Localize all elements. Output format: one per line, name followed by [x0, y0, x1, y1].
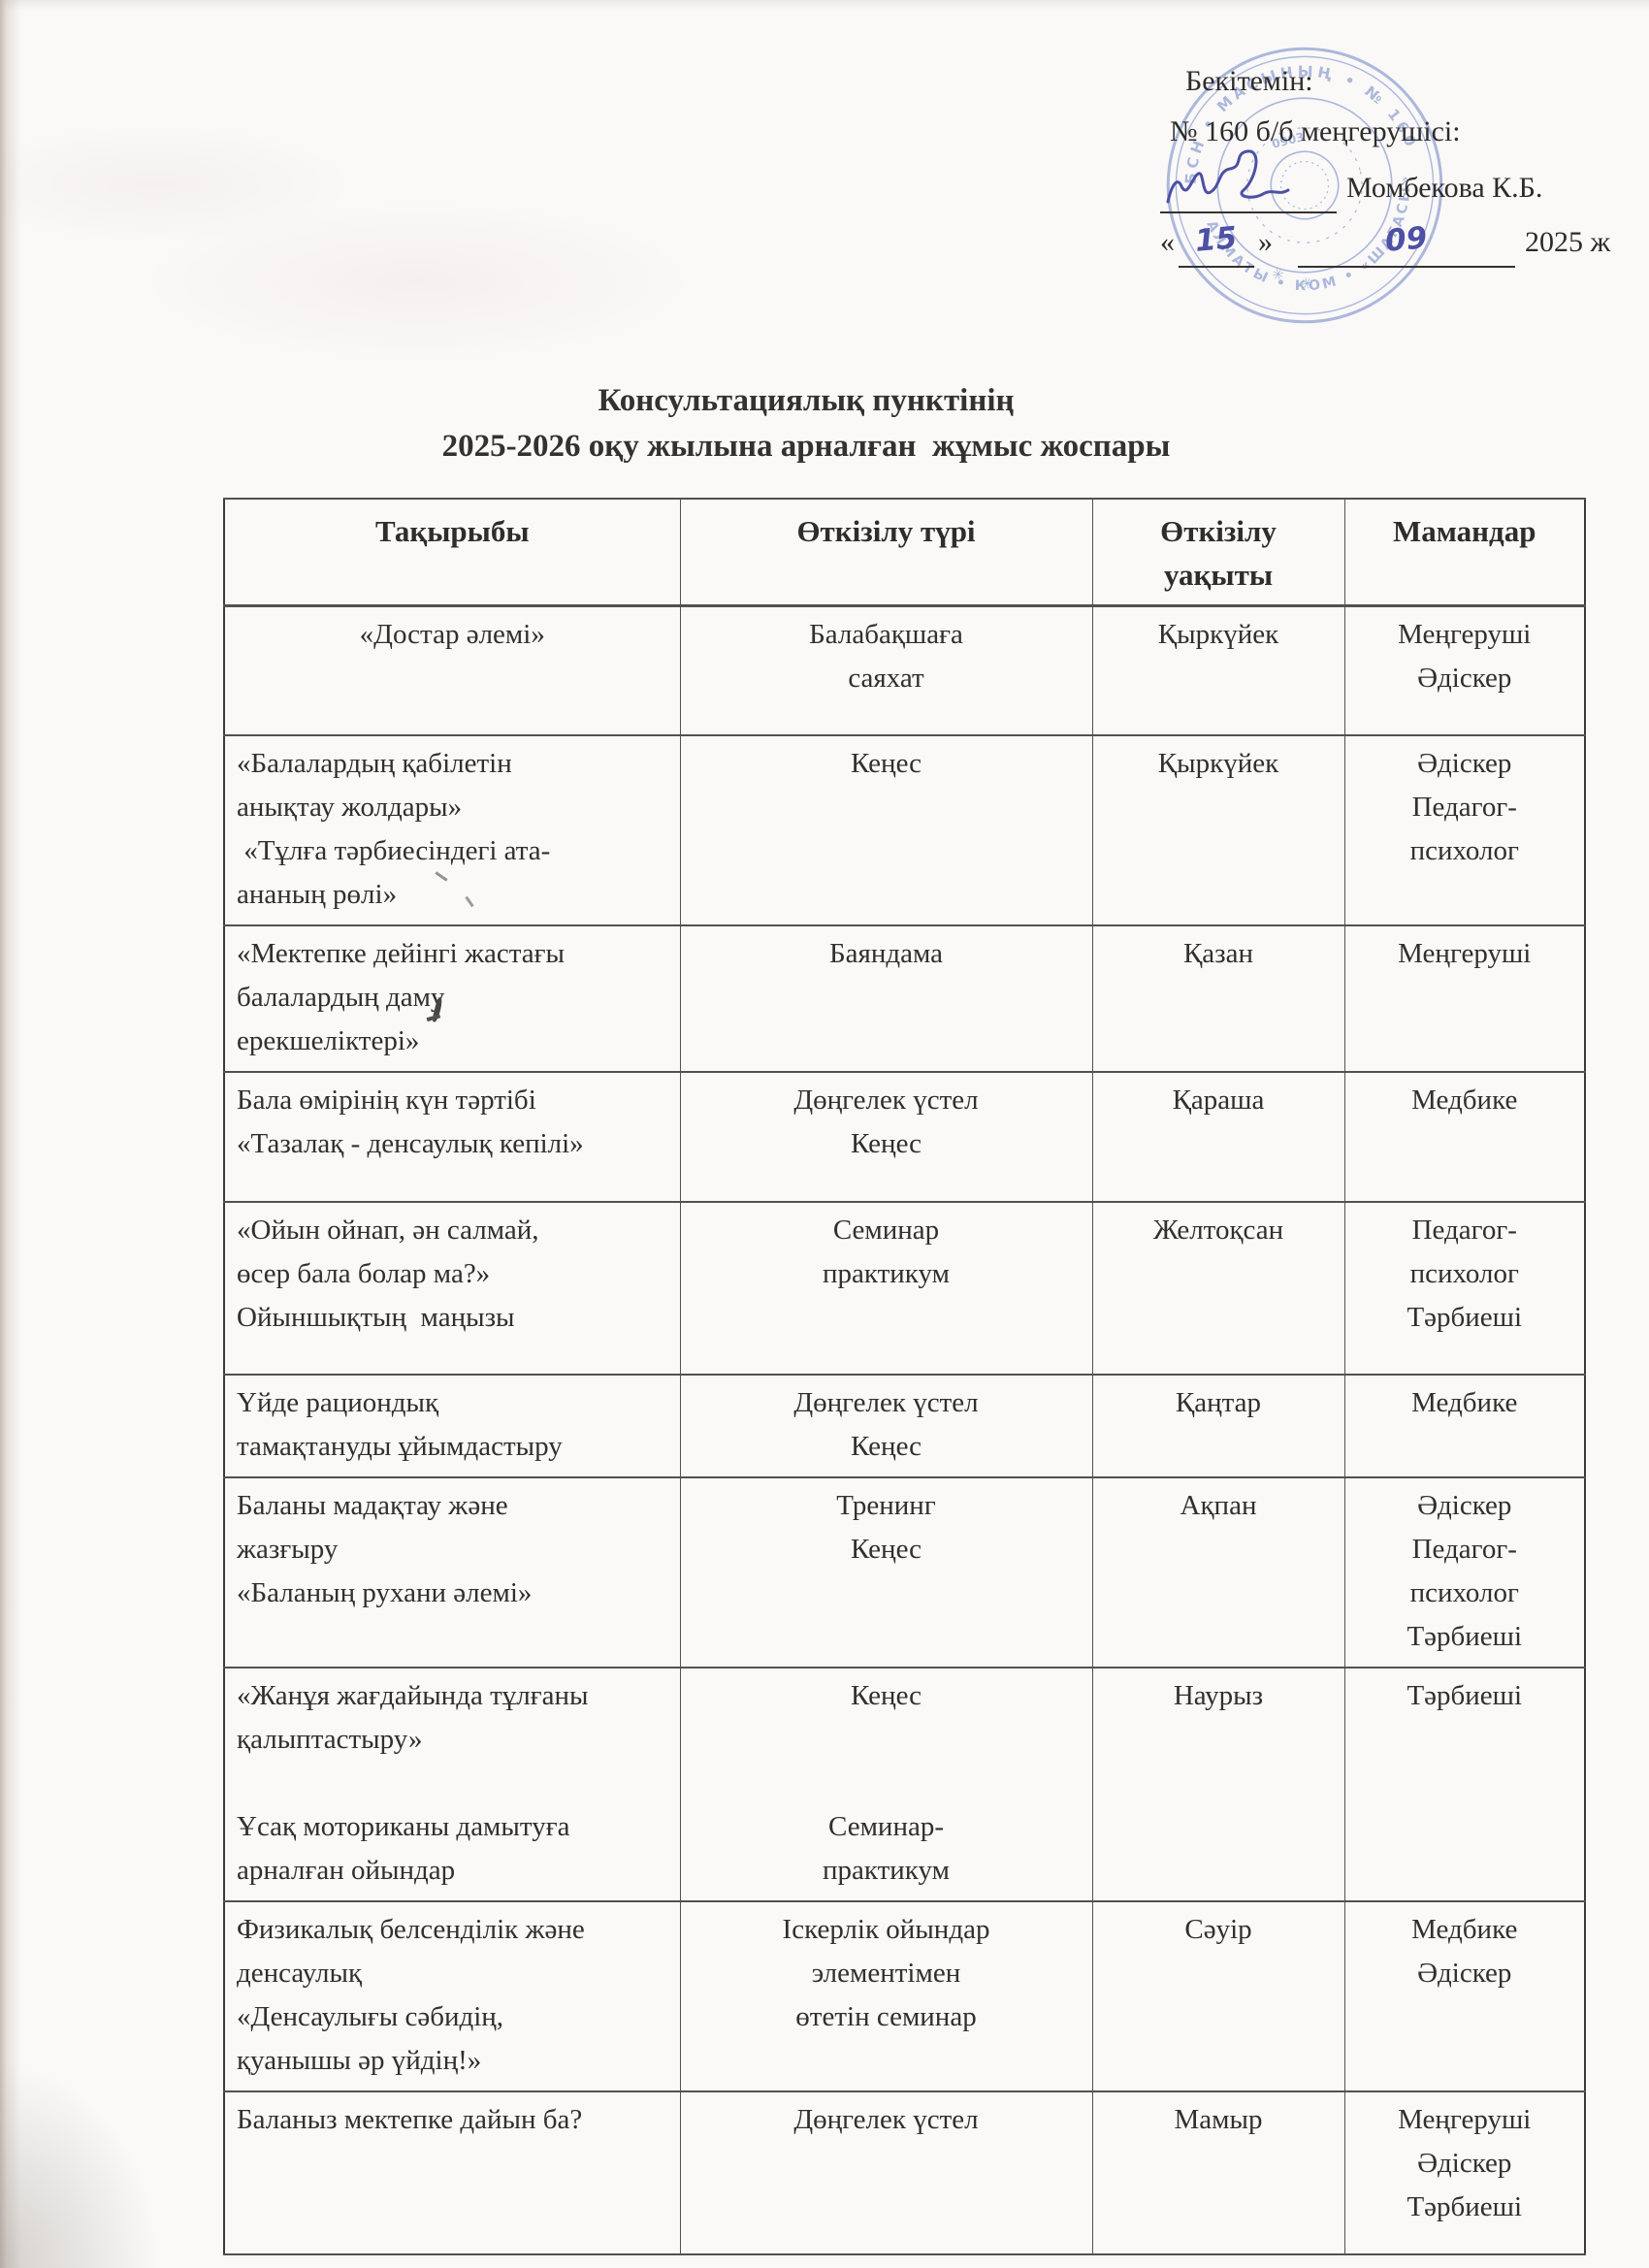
cell-type: Дөңгелек үстел: [679, 2090, 1093, 2255]
cell-specialists: Педагог- психолог Тәрбиеші: [1343, 1200, 1586, 1376]
table-row: «Балалардың қабілетін анықтау жолдары» «…: [223, 733, 1586, 926]
column-header-type: Өткізілу түрі: [679, 498, 1093, 607]
cell-specialists: Медбике: [1343, 1373, 1586, 1478]
column-header-specialists: Мамандар: [1343, 498, 1586, 607]
table-row: «Жанұя жағдайында тұлғаны қалыптастыру» …: [223, 1666, 1586, 1902]
cell-topic: «Жанұя жағдайында тұлғаны қалыптастыру» …: [223, 1666, 681, 1902]
cell-specialists: Әдіскер Педагог- психолог: [1343, 733, 1586, 926]
cell-time: Қазан: [1091, 923, 1345, 1073]
cell-time: Ақпан: [1091, 1475, 1345, 1669]
cell-type: Балабақшаға саяхат: [679, 604, 1093, 736]
cell-specialists: Меңгеруші Әдіскер Тәрбиеші: [1343, 2090, 1586, 2255]
cell-type: Кеңес: [679, 733, 1093, 926]
column-header-topic: Тақырыбы: [223, 498, 681, 607]
cell-topic: «Достар әлемі»: [223, 604, 681, 736]
cell-topic: Үйде рациондық тамақтануды ұйымдастыру: [223, 1373, 681, 1478]
signer-name: Момбекова К.Б.: [1346, 172, 1543, 204]
cell-time: Қыркүйек: [1091, 604, 1345, 736]
cell-type: Баяндама: [679, 923, 1093, 1073]
cell-specialists: Меңгеруші Әдіскер: [1343, 604, 1586, 736]
cell-topic: «Мектепке дейінгі жастағы балалардың дам…: [223, 923, 681, 1073]
plan-table: Тақырыбы Өткізілу түрі Өткізілу уақыты М…: [223, 498, 1586, 2255]
table-row: «Достар әлемі» Балабақшаға саяхат Қыркүй…: [223, 604, 1586, 736]
cell-topic: «Балалардың қабілетін анықтау жолдары» «…: [223, 733, 681, 926]
table-row: Баланы мадақтау және жазғыру «Баланың ру…: [223, 1475, 1586, 1669]
table-row: Физикалық белсенділік және денсаулық «Де…: [223, 1899, 1586, 2092]
date-close-quote: »: [1258, 226, 1273, 258]
signature-handwriting: [1166, 149, 1290, 204]
cell-topic: Бала өмірінің күн тәртібі «Тазалақ - ден…: [223, 1070, 681, 1203]
cell-time: Қыркүйек: [1091, 733, 1345, 926]
signature-line: [1160, 149, 1337, 213]
header-row: Тақырыбы Өткізілу түрі Өткізілу уақыты М…: [223, 498, 1586, 607]
cell-specialists: Тәрбиеші: [1343, 1666, 1586, 1902]
handwritten-day: 15: [1193, 220, 1240, 259]
cell-type: Дөңгелек үстел Кеңес: [679, 1373, 1093, 1478]
cell-time: Мамыр: [1091, 2090, 1345, 2255]
column-header-time: Өткізілу уақыты: [1091, 498, 1345, 607]
cell-type: Іскерлік ойындар элементімен өтетін семи…: [679, 1899, 1093, 2092]
signature-row: Момбекова К.Б.: [1160, 149, 1616, 213]
cell-specialists: Меңгеруші: [1343, 923, 1586, 1073]
cell-time: Қаңтар: [1091, 1373, 1345, 1478]
cell-topic: Физикалық белсенділік және денсаулық «Де…: [223, 1899, 681, 2092]
document-title: Консультациялық пунктінің 2025-2026 оқу …: [441, 383, 1171, 465]
cell-time: Сәуір: [1091, 1899, 1345, 2092]
table-row: «Мектепке дейінгі жастағы балалардың дам…: [223, 923, 1586, 1073]
cell-time: Желтоқсан: [1091, 1200, 1345, 1376]
cell-specialists: Әдіскер Педагог- психолог Тәрбиеші: [1343, 1475, 1586, 1669]
date-month-field: 09: [1298, 214, 1515, 268]
cell-topic: «Ойын ойнап, ән салмай, өсер бала болар …: [223, 1200, 681, 1376]
approval-block: Бекітемін: № 160 б/б меңгерушісі: Момбек…: [1160, 56, 1616, 268]
cell-type: Семинар практикум: [679, 1200, 1093, 1376]
cell-specialists: Медбике: [1343, 1070, 1586, 1203]
cell-specialists: Медбике Әдіскер: [1343, 1899, 1586, 2092]
cell-topic: Баланыз мектепке дайын ба?: [223, 2090, 681, 2255]
table-row: «Ойын ойнап, ән салмай, өсер бала болар …: [223, 1200, 1586, 1376]
date-day-field: 15: [1179, 214, 1254, 268]
cell-type: Тренинг Кеңес: [679, 1475, 1093, 1669]
cell-topic: Баланы мадақтау және жазғыру «Баланың ру…: [223, 1475, 681, 1669]
cell-type: Кеңес Семинар- практикум: [679, 1666, 1093, 1902]
date-year: 2025 ж: [1525, 226, 1611, 258]
cell-time: Наурыз: [1091, 1666, 1345, 1902]
table-row: Үйде рациондық тамақтануды ұйымдастыру Д…: [223, 1373, 1586, 1478]
cell-type: Дөңгелек үстел Кеңес: [679, 1070, 1093, 1203]
table-row: Бала өмірінің күн тәртібі «Тазалақ - ден…: [223, 1070, 1586, 1203]
stamp-star-icon: ✳: [1299, 274, 1315, 294]
cell-time: Қараша: [1091, 1070, 1345, 1203]
approval-position: № 160 б/б меңгерушісі:: [1170, 115, 1461, 147]
table-row: Баланыз мектепке дайын ба? Дөңгелек үсте…: [223, 2090, 1586, 2255]
handwritten-month: 09: [1383, 220, 1430, 259]
date-open-quote: «: [1160, 226, 1175, 258]
approval-date: « 15 » 09 2025 ж: [1160, 213, 1616, 268]
approval-heading: Бекітемін:: [1185, 65, 1313, 97]
